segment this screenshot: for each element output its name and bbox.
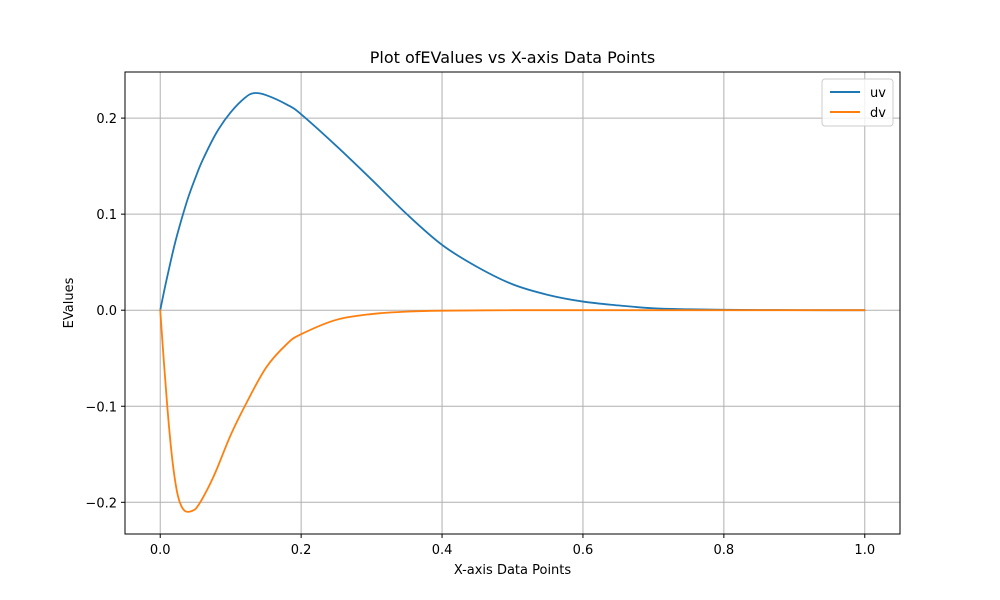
legend: uv dv	[821, 78, 894, 127]
legend-box	[821, 78, 894, 127]
y-tick-label: −0.2	[85, 496, 117, 511]
chart-title: Plot ofEValues vs X-axis Data Points	[370, 48, 655, 67]
axis-ticks: 0.0 0.2 0.4 0.6 0.8 1.0 −0.2 −0.1 0.0 0.1 0.2	[85, 112, 875, 558]
x-tick-label: 0.4	[432, 543, 453, 558]
x-tick-label: 0.0	[150, 543, 171, 558]
x-tick-label: 1.0	[854, 543, 875, 558]
series-line-uv	[159, 92, 866, 312]
y-tick-label: 0.1	[96, 208, 117, 223]
legend-label-uv: uv	[870, 86, 886, 101]
grid-lines	[125, 72, 900, 534]
x-tick-label: 0.8	[714, 543, 735, 558]
x-axis-title: X-axis Data Points	[454, 563, 572, 578]
x-tick-label: 0.2	[291, 543, 312, 558]
legend-label-dv: dv	[870, 106, 886, 121]
plot-area-frame	[124, 71, 901, 535]
plot-area-background	[125, 72, 900, 534]
y-tick-label: 0.0	[96, 304, 117, 319]
y-axis-title: EValues	[62, 277, 77, 328]
series-lines	[159, 92, 866, 513]
series-line-dv	[159, 309, 866, 513]
y-tick-label: 0.2	[96, 112, 117, 127]
x-tick-label: 0.6	[573, 543, 594, 558]
y-tick-label: −0.1	[85, 400, 117, 415]
